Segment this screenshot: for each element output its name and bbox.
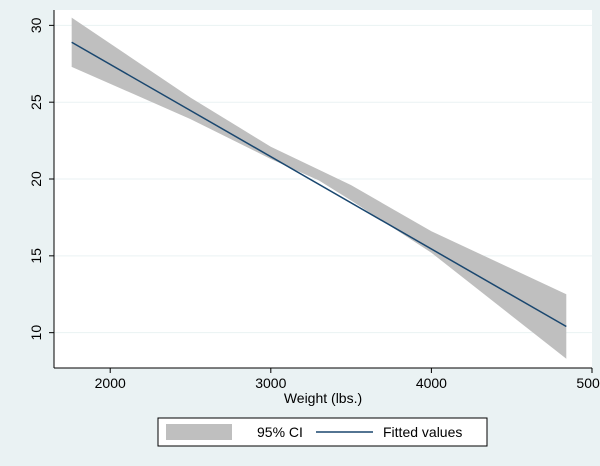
x-tick-label: 4000 (416, 375, 447, 391)
x-axis: 2000 3000 4000 5000 (54, 367, 600, 391)
legend: 95% CI Fitted values (157, 417, 488, 447)
ci-band (71, 17, 567, 359)
x-tick-label: 3000 (255, 375, 286, 391)
ci-band-layer (71, 17, 567, 359)
fitted-line-layer (71, 41, 567, 328)
y-tick-label: 20 (28, 171, 44, 187)
y-tick-label: 10 (28, 325, 44, 341)
y-tick-label: 30 (28, 17, 44, 33)
y-tick-label: 15 (28, 248, 44, 264)
y-axis: 10 15 20 25 30 (28, 10, 55, 368)
legend-label-ci: 95% CI (257, 424, 303, 440)
legend-swatch-ci-band (166, 424, 232, 440)
x-tick-label: 5000 (576, 375, 600, 391)
legend-label-fitted: Fitted values (383, 424, 462, 440)
x-tick-label: 2000 (95, 375, 126, 391)
fitted-line (71, 41, 567, 328)
x-axis-label: Weight (lbs.) (284, 390, 362, 406)
y-tick-label: 25 (28, 94, 44, 110)
